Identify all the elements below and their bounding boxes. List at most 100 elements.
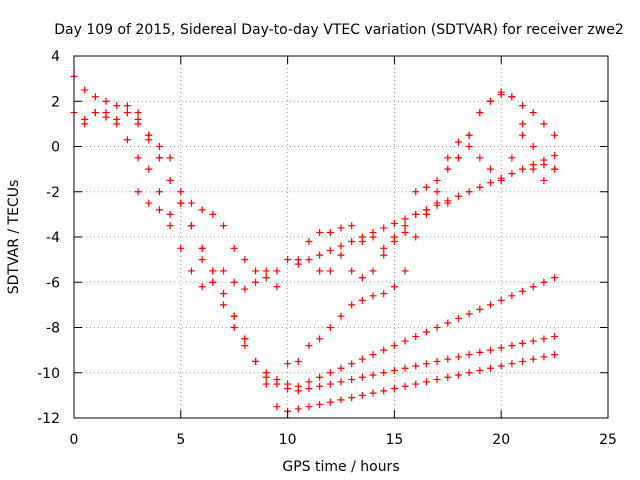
data-point [358,274,366,282]
data-points [70,72,559,415]
data-series [81,109,559,395]
data-point [540,278,548,286]
y-tick-label: -10 [37,366,60,382]
data-point [551,131,559,139]
data-point [465,188,473,196]
data-point [529,283,537,291]
data-point [209,267,217,275]
data-point [487,364,495,372]
data-point [433,199,441,207]
data-point [316,373,324,381]
data-point [326,228,334,236]
data-point [540,353,548,361]
data-point [390,366,398,374]
data-point [230,324,238,331]
data-point [305,342,313,350]
x-tick-label: 15 [385,432,403,448]
data-point [540,120,548,128]
data-point [422,378,430,386]
data-point [177,199,185,207]
data-point [390,385,398,393]
data-point [476,305,484,313]
data-point [540,156,548,164]
data-point [454,138,462,146]
data-point [380,290,388,298]
data-point [155,188,163,196]
data-point [529,109,537,117]
data-point [551,165,559,173]
data-point [487,301,495,309]
data-point [316,228,324,236]
data-point [433,188,441,196]
data-point [294,382,302,390]
data-point [444,319,452,327]
data-series [70,88,559,368]
data-point [422,360,430,368]
data-point [326,380,334,388]
data-point [412,333,420,341]
data-point [401,228,409,236]
data-point [540,335,548,343]
data-point [529,337,537,345]
data-point [326,324,334,331]
data-point [348,360,356,368]
data-point [412,210,420,218]
data-point [454,353,462,361]
data-point [284,385,292,393]
data-point [551,351,559,359]
data-point [487,165,495,173]
data-point [519,287,527,295]
chart-title: Day 109 of 2015, Sidereal Day-to-day VTE… [54,22,624,38]
data-point [401,337,409,345]
data-point [369,389,377,397]
data-point [444,355,452,363]
data-point [305,378,313,386]
data-point [348,238,356,246]
x-axis-label: GPS time / hours [282,459,399,475]
data-point [294,405,302,413]
data-point [230,278,238,286]
data-point [145,131,153,139]
data-point [294,357,302,365]
data-point [134,188,142,196]
data-point [380,224,388,232]
data-point [273,283,281,291]
data-point [262,274,270,282]
data-point [326,398,334,406]
data-point [508,342,516,350]
data-point [454,154,462,162]
data-point [252,267,260,275]
data-point [337,251,345,259]
data-point [241,285,249,293]
data-point [273,403,281,411]
y-tick-label: 2 [51,94,60,110]
data-point [508,154,516,162]
data-point [465,369,473,377]
data-point [316,400,324,408]
data-point [454,371,462,379]
data-point [113,115,121,123]
y-tick-label: -4 [46,230,60,246]
data-point [81,86,89,94]
data-point [551,274,559,282]
data-point [444,199,452,207]
data-point [316,251,324,259]
data-point [220,222,228,230]
x-tick-label: 0 [70,432,79,448]
data-point [401,215,409,223]
data-point [252,357,260,365]
data-point [422,183,430,191]
data-point [380,346,388,354]
data-point [337,224,345,232]
data-point [273,267,281,275]
data-point [508,170,516,178]
data-point [348,376,356,384]
data-point [401,222,409,230]
data-point [198,283,206,291]
data-point [187,267,195,275]
data-point [497,176,505,184]
data-point [497,362,505,370]
data-point [358,296,366,304]
data-point [252,278,260,286]
x-axis-ticks: 0 5 10 15 20 25 [70,56,617,448]
